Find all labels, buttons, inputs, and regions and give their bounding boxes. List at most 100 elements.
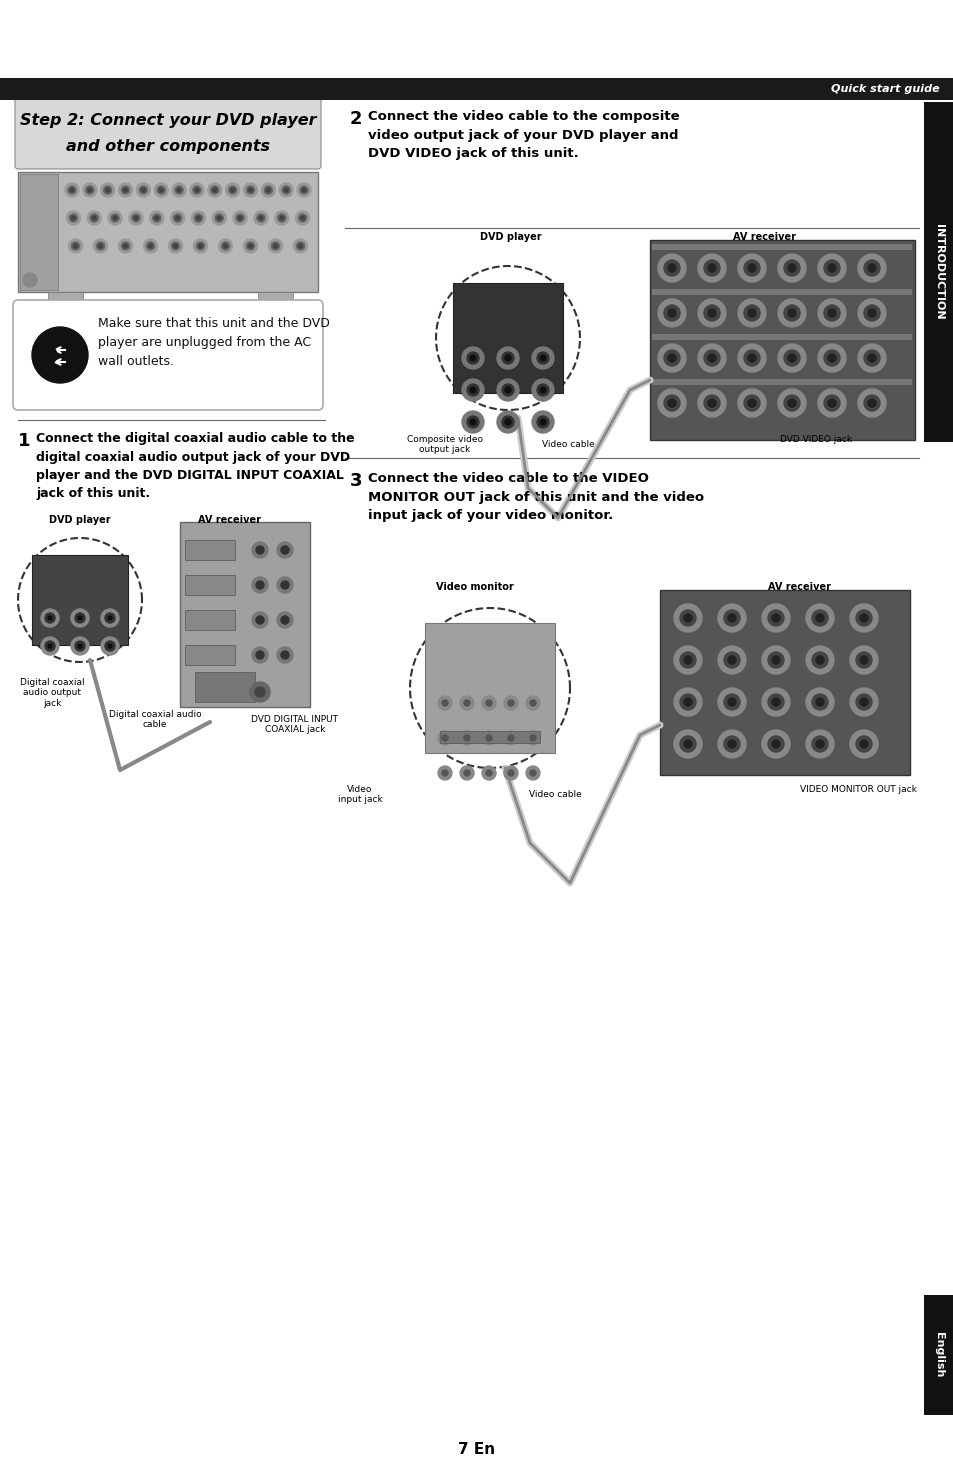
Circle shape [281,650,289,659]
Circle shape [867,264,875,272]
Circle shape [235,214,244,223]
Bar [0,78,953,100]
Circle shape [859,740,867,749]
Circle shape [470,387,476,393]
Circle shape [827,264,835,272]
Circle shape [106,188,110,192]
Circle shape [243,239,257,253]
Circle shape [177,188,181,192]
Circle shape [497,347,518,369]
Circle shape [190,183,204,196]
Circle shape [194,214,202,223]
Circle shape [823,396,840,412]
Circle shape [727,697,735,706]
Circle shape [811,609,827,626]
Circle shape [857,253,885,281]
Circle shape [537,352,548,363]
Circle shape [481,731,496,746]
Circle shape [857,299,885,327]
Circle shape [248,188,253,192]
Text: DVD DIGITAL INPUT
COAXIAL jack: DVD DIGITAL INPUT COAXIAL jack [252,715,338,734]
Circle shape [667,355,676,362]
Circle shape [41,637,59,655]
Circle shape [855,694,871,711]
Circle shape [255,582,264,589]
Circle shape [45,642,55,650]
Circle shape [723,735,740,752]
Circle shape [707,264,716,272]
Circle shape [281,546,289,554]
Text: Video
input jack: Video input jack [337,785,382,804]
Circle shape [93,239,108,253]
Circle shape [101,609,119,627]
Circle shape [88,188,91,192]
Circle shape [70,188,73,192]
Circle shape [256,214,265,223]
Circle shape [503,696,517,711]
Circle shape [268,239,282,253]
Circle shape [437,696,452,711]
Circle shape [470,355,476,360]
Circle shape [172,242,179,251]
Circle shape [811,735,827,752]
Circle shape [272,242,279,251]
Circle shape [68,186,76,193]
Circle shape [738,390,765,418]
Circle shape [470,419,476,425]
Circle shape [738,253,765,281]
Bar [257,292,293,314]
Circle shape [108,615,112,620]
Circle shape [246,242,254,251]
Circle shape [718,604,745,631]
Circle shape [481,696,496,711]
Circle shape [231,188,234,192]
Circle shape [771,656,780,664]
Circle shape [302,188,306,192]
Circle shape [743,396,760,412]
Text: Connect the video cable to the composite
video output jack of your DVD player an: Connect the video cable to the composite… [368,110,679,160]
Circle shape [507,700,514,706]
Circle shape [867,398,875,407]
Circle shape [143,239,157,253]
Circle shape [767,694,783,711]
Circle shape [673,689,701,716]
Circle shape [129,211,143,226]
Circle shape [65,183,79,196]
Circle shape [673,646,701,674]
Circle shape [87,211,101,226]
Circle shape [281,615,289,624]
Circle shape [173,214,181,223]
Circle shape [118,183,132,196]
Circle shape [78,645,82,648]
Circle shape [73,245,77,248]
Circle shape [243,183,257,196]
Circle shape [461,347,483,369]
Circle shape [300,186,308,193]
Circle shape [707,398,716,407]
Circle shape [849,689,877,716]
Circle shape [172,183,186,196]
Bar [20,174,58,290]
Circle shape [279,215,283,220]
Circle shape [718,689,745,716]
Circle shape [761,646,789,674]
Circle shape [71,609,89,627]
Circle shape [192,211,205,226]
Circle shape [171,211,184,226]
Circle shape [504,419,511,425]
Circle shape [663,259,679,275]
Bar [185,541,234,560]
Circle shape [857,390,885,418]
Text: Step 2: Connect your DVD player: Step 2: Connect your DVD player [20,113,315,127]
Circle shape [855,652,871,668]
Circle shape [101,637,119,655]
Circle shape [539,355,545,360]
Circle shape [767,735,783,752]
Circle shape [658,390,685,418]
Circle shape [198,245,202,248]
Circle shape [193,186,201,193]
Text: Video monitor: Video monitor [436,582,514,592]
Circle shape [255,650,264,659]
Circle shape [771,740,780,749]
Circle shape [525,766,539,779]
